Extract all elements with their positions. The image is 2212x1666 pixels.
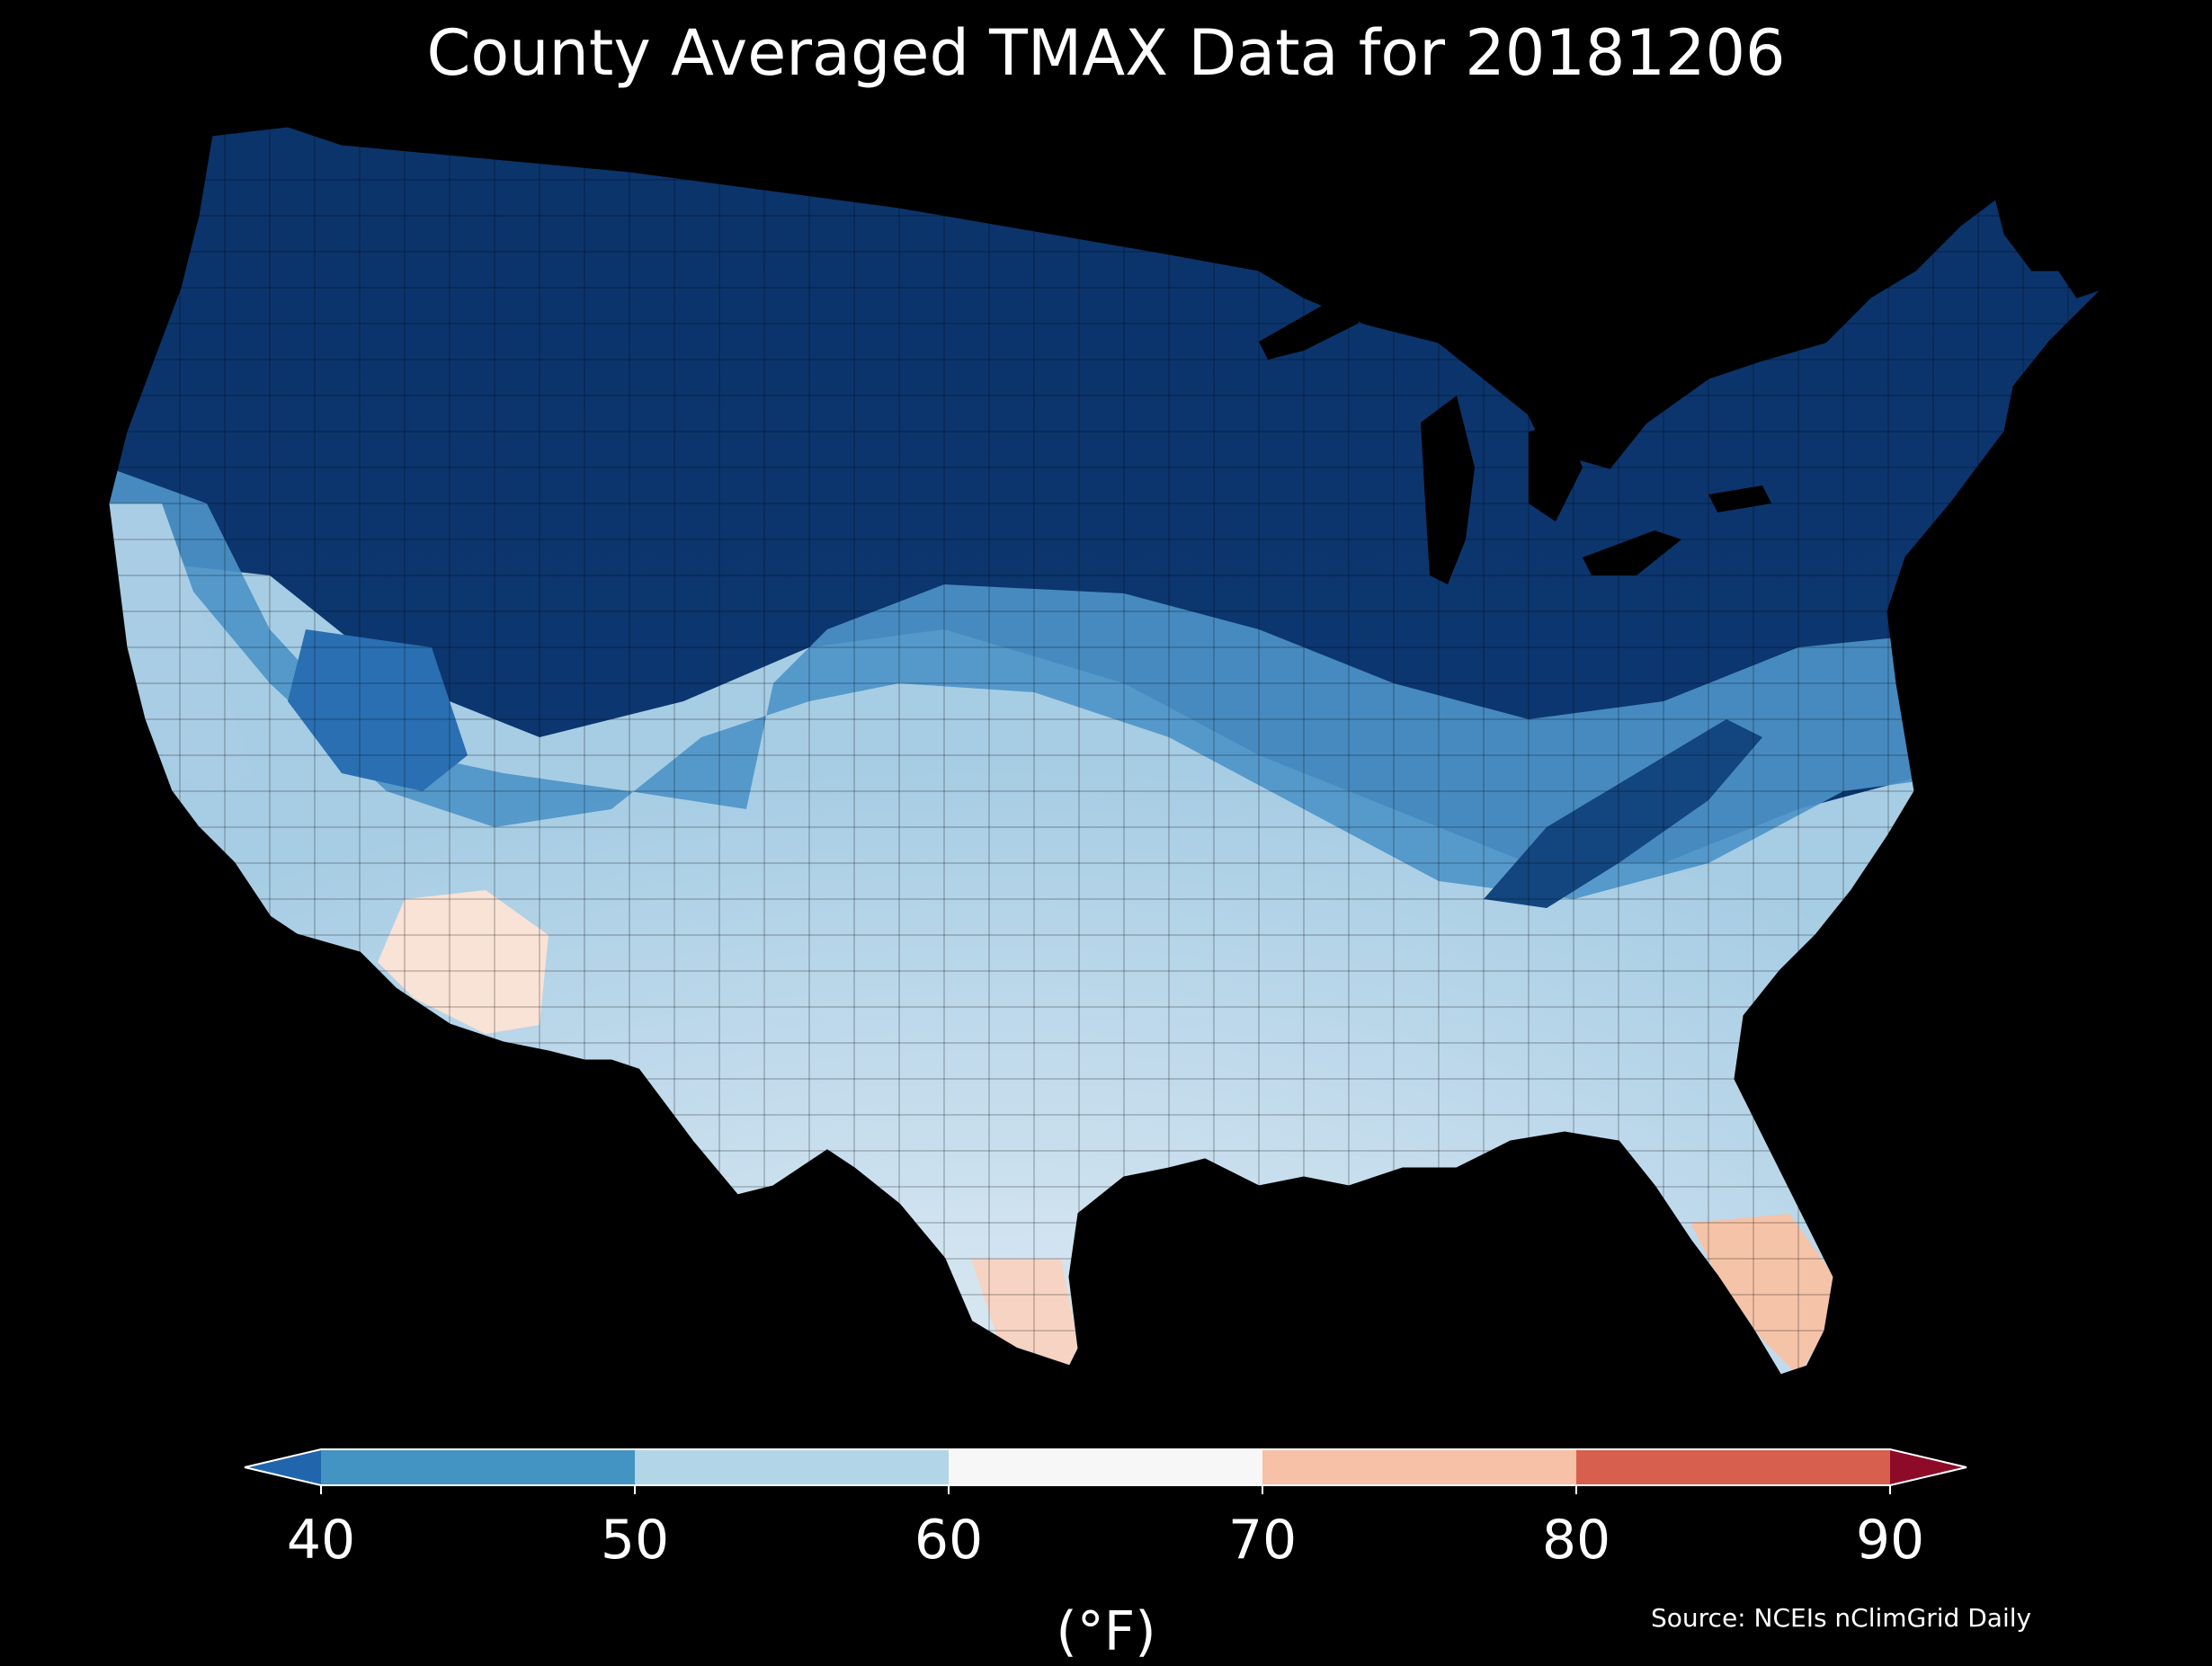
colorbar-extend-high bbox=[1890, 1449, 1967, 1485]
colorbar-tick-label: 40 bbox=[286, 1509, 356, 1572]
great-lakes bbox=[1259, 288, 1771, 584]
colorbar-segment bbox=[1576, 1449, 1890, 1485]
lake-huron bbox=[1529, 423, 1583, 521]
colorbar-segment bbox=[635, 1449, 949, 1485]
lake-superior bbox=[1259, 288, 1376, 360]
map-title: County Averaged TMAX Data for 20181206 bbox=[426, 16, 1786, 90]
colorbar-segment bbox=[949, 1449, 1262, 1485]
source-credit: Source: NCEIs nClimGrid Daily bbox=[1651, 1603, 2032, 1633]
south-florida-warm-fill bbox=[1690, 1214, 1834, 1376]
colorbar-tick-label: 50 bbox=[600, 1509, 670, 1572]
colorbar-tick-label: 90 bbox=[1855, 1509, 1925, 1572]
lake-ontario bbox=[1708, 486, 1771, 512]
cool-band-fill bbox=[108, 468, 1978, 899]
lake-michigan bbox=[1421, 396, 1475, 584]
appalachian-cold-fill bbox=[1484, 719, 1762, 908]
colorbar-tick-label: 80 bbox=[1541, 1509, 1611, 1572]
colorbar-tick-label: 70 bbox=[1227, 1509, 1298, 1572]
colorbar-tick-label: 60 bbox=[914, 1509, 984, 1572]
lake-erie bbox=[1583, 530, 1681, 575]
pacific-coast-fill bbox=[108, 503, 252, 791]
arizona-warm-fill bbox=[378, 890, 549, 1034]
colorbar-segment bbox=[1262, 1449, 1576, 1485]
colorbar-extend-low bbox=[245, 1449, 321, 1485]
colorbar-segment bbox=[321, 1449, 635, 1485]
colorbar-unit-label: (°F) bbox=[1056, 1600, 1156, 1663]
great-basin-fill bbox=[288, 629, 468, 791]
